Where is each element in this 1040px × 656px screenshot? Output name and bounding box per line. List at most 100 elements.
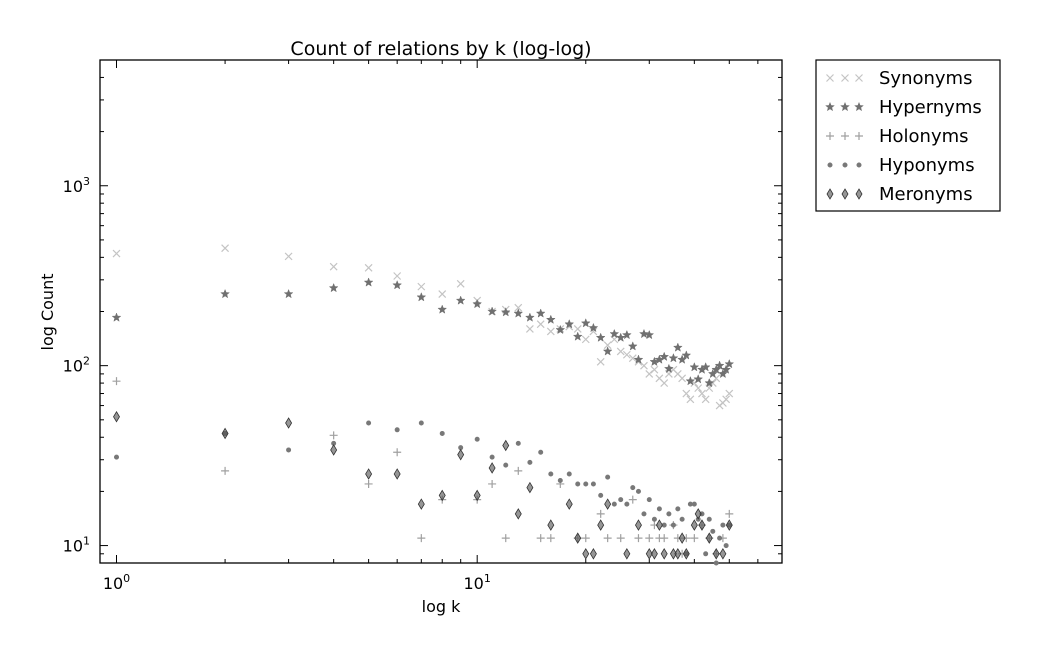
- data-point-hypernyms: [472, 298, 483, 309]
- data-point-hyponyms: [713, 560, 719, 566]
- data-point-meronyms: [393, 468, 401, 480]
- data-point-meronyms: [694, 508, 702, 520]
- legend-marker: [855, 188, 863, 200]
- legend-label: Holonyms: [879, 126, 969, 147]
- data-point-hyponyms: [670, 522, 676, 528]
- data-point-meronyms: [698, 519, 706, 531]
- data-point-synonyms: [417, 282, 426, 291]
- data-point-hyponyms: [675, 506, 681, 512]
- legend-marker: [842, 162, 848, 168]
- data-point-holonyms: [546, 534, 555, 543]
- data-point-holonyms: [364, 479, 373, 488]
- data-point-synonyms: [645, 369, 654, 378]
- data-point-hyponyms: [641, 511, 647, 517]
- data-point-hyponyms: [723, 543, 729, 549]
- data-point-synonyms: [284, 252, 293, 261]
- data-point-synonyms: [694, 384, 703, 393]
- data-point-hyponyms: [656, 506, 662, 512]
- data-point-meronyms: [660, 548, 668, 560]
- data-point-hyponyms: [624, 501, 630, 507]
- data-point-meronyms: [565, 498, 573, 510]
- data-point-holonyms: [725, 509, 734, 518]
- data-point-meronyms: [712, 548, 720, 560]
- legend-label: Meronyms: [879, 184, 973, 205]
- data-point-synonyms: [581, 335, 590, 344]
- data-point-meronyms: [285, 417, 293, 429]
- data-point-holonyms: [581, 534, 590, 543]
- data-point-holonyms: [616, 534, 625, 543]
- data-point-synonyms: [650, 365, 659, 374]
- data-point-hyponyms: [548, 471, 554, 477]
- data-point-hyponyms: [557, 477, 563, 483]
- data-point-holonyms: [221, 466, 230, 475]
- legend-marker: [855, 132, 863, 140]
- data-point-hypernyms: [721, 364, 732, 374]
- data-point-meronyms: [635, 519, 642, 531]
- data-point-hypernyms: [700, 362, 711, 372]
- data-point-synonyms: [393, 272, 402, 280]
- data-point-meronyms: [623, 548, 631, 560]
- legend-entry-meronyms: Meronyms: [826, 184, 973, 205]
- data-point-hypernyms: [681, 350, 692, 360]
- data-point-hypernyms: [416, 292, 427, 302]
- data-point-hyponyms: [474, 436, 480, 442]
- data-point-meronyms: [457, 448, 465, 461]
- data-point-hypernyms: [711, 364, 722, 374]
- data-point-meronyms: [221, 427, 229, 440]
- data-point-hypernyms: [639, 328, 649, 339]
- data-point-hyponyms: [114, 454, 120, 460]
- data-point-meronyms: [582, 548, 590, 560]
- legend-marker: [841, 188, 849, 200]
- legend-entry-hyponyms: Hyponyms: [827, 155, 975, 176]
- legend-marker: [826, 132, 834, 140]
- data-point-synonyms: [112, 249, 121, 258]
- data-point-synonyms: [722, 395, 731, 404]
- data-point-hyponyms: [703, 551, 709, 557]
- data-point-hyponyms: [691, 501, 697, 507]
- data-point-holonyms: [514, 466, 523, 475]
- data-point-meronyms: [597, 519, 605, 531]
- data-point-hypernyms: [588, 322, 599, 333]
- legend-marker: [841, 132, 849, 140]
- legend-marker: [841, 74, 849, 82]
- data-point-meronyms: [438, 489, 446, 502]
- series-meronyms: [113, 410, 733, 560]
- data-point-hyponyms: [710, 528, 716, 534]
- data-point-hypernyms: [689, 362, 700, 372]
- data-point-meronyms: [514, 508, 522, 520]
- legend-label: Synonyms: [879, 68, 972, 89]
- data-point-hypernyms: [283, 288, 294, 299]
- data-point-hypernyms: [644, 329, 655, 340]
- plot-marks: [111, 244, 735, 566]
- data-point-meronyms: [650, 548, 658, 560]
- data-point-hypernyms: [111, 312, 122, 322]
- data-point-hyponyms: [583, 481, 589, 487]
- data-point-holonyms: [329, 431, 338, 440]
- data-point-hyponyms: [679, 516, 685, 522]
- data-point-holonyms: [417, 534, 426, 543]
- data-point-hypernyms: [535, 308, 546, 318]
- data-point-meronyms: [488, 462, 496, 474]
- data-point-hyponyms: [611, 501, 617, 507]
- data-point-meronyms: [547, 519, 555, 531]
- data-point-synonyms: [546, 327, 555, 336]
- data-point-holonyms: [501, 534, 510, 543]
- data-point-hyponyms: [439, 430, 445, 436]
- data-point-hypernyms: [717, 368, 728, 379]
- data-point-hyponyms: [489, 454, 495, 460]
- data-point-meronyms: [674, 548, 682, 560]
- data-point-hypernyms: [707, 368, 718, 379]
- data-point-hypernyms: [615, 332, 626, 342]
- y-tick-label: 102: [63, 355, 90, 376]
- data-point-hypernyms: [659, 351, 670, 362]
- legend-marker: [827, 162, 833, 168]
- data-point-synonyms: [438, 290, 447, 298]
- data-point-hypernyms: [580, 318, 591, 328]
- data-point-holonyms: [488, 479, 497, 488]
- data-point-meronyms: [645, 548, 653, 560]
- x-tick-label: 101: [464, 572, 491, 593]
- data-point-synonyms: [329, 262, 338, 271]
- data-point-holonyms: [596, 509, 605, 518]
- data-point-hypernyms: [672, 342, 683, 352]
